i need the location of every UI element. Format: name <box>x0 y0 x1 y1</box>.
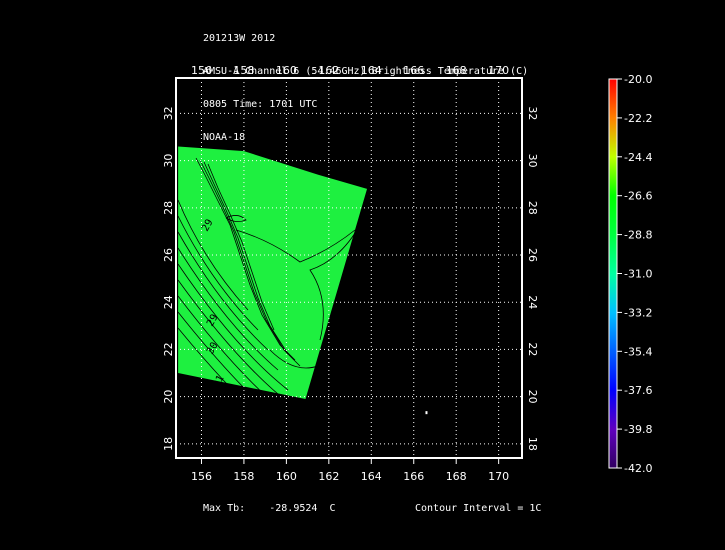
colorbar-ramp <box>608 78 618 469</box>
contour-line <box>177 327 329 471</box>
colorbar-tick-label: -22.2 <box>624 112 652 125</box>
contour-label: 31 <box>211 374 227 390</box>
x-tick-label-bottom: 164 <box>361 470 382 483</box>
colorbar-tick-label: -35.4 <box>624 345 652 358</box>
swath-layer <box>178 146 428 415</box>
contour-interval: Contour Interval = 1C <box>415 503 542 514</box>
contour-line <box>235 229 356 263</box>
x-tick-label-bottom: 162 <box>318 470 339 483</box>
contour-label: 30 <box>205 341 221 357</box>
contour-label: 29 <box>200 218 216 234</box>
x-tick-label-bottom: 170 <box>488 470 509 483</box>
colorbar-tick-label: -31.0 <box>624 268 652 281</box>
contour-line <box>177 295 309 431</box>
y-tick-label-left: 26 <box>162 248 175 262</box>
y-tick-label-left: 28 <box>162 201 175 215</box>
data-swath <box>178 146 368 399</box>
stray-pixel <box>425 411 428 415</box>
map-frame <box>175 77 523 459</box>
colorbar-tick-label: -20.0 <box>624 73 652 86</box>
x-tick-label-top: 164 <box>361 64 382 77</box>
y-tick-label-left: 20 <box>162 390 175 404</box>
colorbar-tick-label: -33.2 <box>624 306 652 319</box>
contour-line <box>177 247 279 371</box>
x-tick-label-bottom: 158 <box>233 470 254 483</box>
y-tick-label-right: 20 <box>526 390 539 404</box>
y-tick-label-right: 24 <box>526 295 539 309</box>
colorbar-tick-label: -24.4 <box>624 151 652 164</box>
x-tick-label-bottom: 156 <box>191 470 212 483</box>
y-tick-label-right: 26 <box>526 248 539 262</box>
plot-border <box>175 77 523 459</box>
max-tb-readout: Max Tb: -28.9524 C <box>203 503 336 514</box>
y-tick-label-left: 30 <box>162 154 175 168</box>
max-tb-value: -28.9524 <box>269 503 318 514</box>
grid-layer <box>176 78 522 458</box>
y-tick-label-left: 24 <box>162 295 175 309</box>
y-tick-label-right: 22 <box>526 342 539 356</box>
max-tb-unit: C <box>329 503 336 514</box>
x-tick-label-top: 160 <box>276 64 297 77</box>
contour-line <box>177 263 289 391</box>
tick-labels: 156 156 158 158 160 160 162 162 164 164 166 166 168 1… <box>162 64 539 483</box>
colorbar-tick-label: -37.6 <box>624 384 652 397</box>
contour-line <box>207 163 275 331</box>
y-tick-label-right: 32 <box>526 106 539 120</box>
contour-line <box>269 349 331 369</box>
x-tick-label-bottom: 166 <box>403 470 424 483</box>
x-tick-label-top: 156 <box>191 64 212 77</box>
x-tick-label-bottom: 168 <box>446 470 467 483</box>
contour-label: 29 <box>205 313 221 329</box>
colorbar-tick-label: -26.6 <box>624 190 652 203</box>
y-tick-label-left: 18 <box>162 437 175 451</box>
time-title: 0805 Time: 1701 UTC <box>203 99 318 110</box>
x-tick-label-bottom: 160 <box>276 470 297 483</box>
product-title: AMSU-A Channel 6 (54.46GHz) Brightness T… <box>203 66 529 77</box>
contour-line <box>177 199 249 311</box>
contour-line <box>177 279 299 411</box>
contour-line <box>225 215 247 222</box>
contour-line <box>177 231 269 351</box>
y-tick-label-right: 30 <box>526 154 539 168</box>
contour-line <box>177 311 319 451</box>
chart-header: 201213W 2012 AMSU-A Channel 6 (54.46GHz)… <box>203 11 528 154</box>
contour-line <box>309 224 361 341</box>
max-tb-label: Max Tb: <box>203 503 246 514</box>
x-tick-label-top: 162 <box>318 64 339 77</box>
contour-line <box>203 161 289 355</box>
x-tick-label-top: 170 <box>488 64 509 77</box>
colorbar-tick-label: -39.8 <box>624 423 652 436</box>
y-tick-label-left: 22 <box>162 342 175 356</box>
x-tick-label-top: 166 <box>403 64 424 77</box>
y-tick-label-left: 32 <box>162 106 175 120</box>
y-tick-label-right: 18 <box>526 437 539 451</box>
colorbar: -20.0 -22.2 -24.4 -26.6 -28.8 -31.0 -33.2 -35.4… <box>608 73 652 475</box>
storm-id-title: 201213W 2012 <box>203 33 276 44</box>
y-tick-label-right: 28 <box>526 201 539 215</box>
satellite-title: NOAA-18 <box>203 132 246 143</box>
x-tick-label-top: 168 <box>446 64 467 77</box>
contour-layer: 29 29 30 31 <box>177 157 361 471</box>
colorbar-tick-label: -28.8 <box>624 229 652 242</box>
x-tick-label-top: 158 <box>233 64 254 77</box>
colorbar-tick-label: -42.0 <box>624 462 652 475</box>
contour-line <box>177 215 259 331</box>
